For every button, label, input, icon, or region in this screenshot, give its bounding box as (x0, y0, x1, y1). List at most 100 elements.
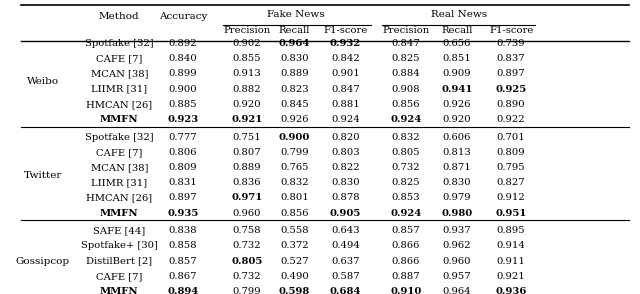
Text: 0.867: 0.867 (169, 272, 197, 281)
Text: 0.490: 0.490 (280, 272, 309, 281)
Text: 0.932: 0.932 (330, 39, 361, 48)
Text: 0.894: 0.894 (168, 287, 198, 294)
Text: 0.830: 0.830 (331, 178, 360, 187)
Text: 0.878: 0.878 (331, 193, 360, 203)
Text: 0.902: 0.902 (232, 39, 261, 48)
Text: 0.901: 0.901 (331, 69, 360, 78)
Text: 0.885: 0.885 (169, 100, 197, 109)
Text: 0.795: 0.795 (497, 163, 525, 172)
Text: SAFE [44]: SAFE [44] (93, 226, 145, 235)
Text: 0.732: 0.732 (232, 241, 261, 250)
Text: MMFN: MMFN (100, 115, 139, 124)
Text: 0.923: 0.923 (168, 115, 198, 124)
Text: 0.911: 0.911 (497, 257, 525, 266)
Text: F1-score: F1-score (323, 26, 367, 35)
Text: 0.845: 0.845 (280, 100, 309, 109)
Text: MCAN [38]: MCAN [38] (90, 69, 148, 78)
Text: 0.920: 0.920 (443, 115, 471, 124)
Text: 0.884: 0.884 (392, 69, 420, 78)
Text: 0.587: 0.587 (331, 272, 360, 281)
Text: Precision: Precision (223, 26, 270, 35)
Text: 0.527: 0.527 (280, 257, 309, 266)
Text: Gossipcop: Gossipcop (16, 257, 70, 266)
Text: Weibo: Weibo (27, 77, 59, 86)
Text: 0.895: 0.895 (497, 226, 525, 235)
Text: 0.701: 0.701 (497, 133, 525, 142)
Text: 0.921: 0.921 (497, 272, 525, 281)
Text: 0.494: 0.494 (331, 241, 360, 250)
Text: 0.913: 0.913 (232, 69, 261, 78)
Text: CAFE [7]: CAFE [7] (96, 54, 143, 63)
Text: MMFN: MMFN (100, 287, 139, 294)
Text: 0.937: 0.937 (443, 226, 471, 235)
Text: 0.838: 0.838 (169, 226, 197, 235)
Text: 0.853: 0.853 (392, 193, 420, 203)
Text: 0.739: 0.739 (497, 39, 525, 48)
Text: 0.866: 0.866 (392, 257, 420, 266)
Text: 0.920: 0.920 (232, 100, 261, 109)
Text: 0.892: 0.892 (169, 39, 197, 48)
Text: 0.856: 0.856 (280, 209, 308, 218)
Text: 0.803: 0.803 (331, 148, 360, 157)
Text: DistilBert [2]: DistilBert [2] (86, 257, 152, 266)
Text: 0.832: 0.832 (280, 178, 309, 187)
Text: 0.372: 0.372 (280, 241, 309, 250)
Text: 0.806: 0.806 (169, 148, 197, 157)
Text: 0.822: 0.822 (331, 163, 360, 172)
Text: 0.855: 0.855 (232, 54, 261, 63)
Text: 0.805: 0.805 (231, 257, 262, 266)
Text: 0.643: 0.643 (331, 226, 360, 235)
Text: 0.908: 0.908 (392, 85, 420, 93)
Text: 0.935: 0.935 (167, 209, 198, 218)
Text: 0.971: 0.971 (231, 193, 262, 203)
Text: 0.871: 0.871 (443, 163, 472, 172)
Text: 0.887: 0.887 (392, 272, 420, 281)
Text: 0.899: 0.899 (169, 69, 197, 78)
Text: 0.813: 0.813 (443, 148, 472, 157)
Text: 0.866: 0.866 (392, 241, 420, 250)
Text: Spotfake [32]: Spotfake [32] (85, 133, 154, 142)
Text: 0.964: 0.964 (443, 287, 471, 294)
Text: 0.558: 0.558 (280, 226, 309, 235)
Text: MMFN: MMFN (100, 209, 139, 218)
Text: 0.825: 0.825 (392, 54, 420, 63)
Text: 0.637: 0.637 (332, 257, 360, 266)
Text: 0.799: 0.799 (232, 287, 261, 294)
Text: 0.830: 0.830 (280, 54, 309, 63)
Text: Real News: Real News (431, 10, 486, 19)
Text: 0.957: 0.957 (443, 272, 471, 281)
Text: 0.805: 0.805 (392, 148, 420, 157)
Text: 0.889: 0.889 (280, 69, 309, 78)
Text: CAFE [7]: CAFE [7] (96, 272, 143, 281)
Text: 0.598: 0.598 (279, 287, 310, 294)
Text: 0.799: 0.799 (280, 148, 309, 157)
Text: Recall: Recall (279, 26, 310, 35)
Text: 0.905: 0.905 (330, 209, 361, 218)
Text: 0.857: 0.857 (169, 257, 197, 266)
Text: 0.827: 0.827 (497, 178, 525, 187)
Text: 0.831: 0.831 (168, 178, 197, 187)
Text: 0.962: 0.962 (443, 241, 471, 250)
Text: Recall: Recall (442, 26, 473, 35)
Text: 0.960: 0.960 (443, 257, 471, 266)
Text: 0.882: 0.882 (232, 85, 261, 93)
Text: 0.922: 0.922 (497, 115, 525, 124)
Text: 0.751: 0.751 (232, 133, 261, 142)
Text: 0.856: 0.856 (392, 100, 420, 109)
Text: 0.777: 0.777 (169, 133, 197, 142)
Text: 0.809: 0.809 (169, 163, 197, 172)
Text: Spotfake [32]: Spotfake [32] (85, 39, 154, 48)
Text: 0.897: 0.897 (169, 193, 197, 203)
Text: 0.925: 0.925 (495, 85, 527, 93)
Text: Method: Method (99, 11, 140, 21)
Text: 0.951: 0.951 (495, 209, 527, 218)
Text: 0.979: 0.979 (443, 193, 471, 203)
Text: 0.890: 0.890 (497, 100, 525, 109)
Text: 0.807: 0.807 (232, 148, 261, 157)
Text: Fake News: Fake News (268, 10, 325, 19)
Text: 0.924: 0.924 (331, 115, 360, 124)
Text: 0.924: 0.924 (390, 115, 422, 124)
Text: 0.914: 0.914 (497, 241, 525, 250)
Text: 0.858: 0.858 (169, 241, 197, 250)
Text: 0.941: 0.941 (442, 85, 473, 93)
